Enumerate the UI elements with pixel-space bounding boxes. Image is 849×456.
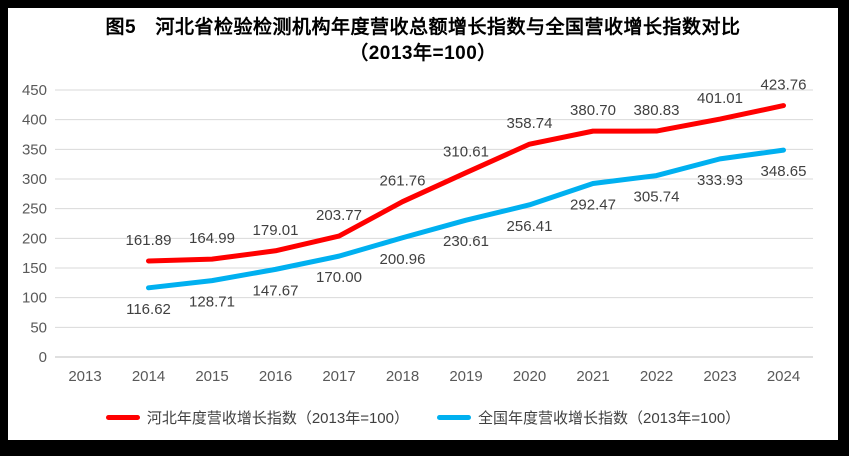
data-label: 161.89 — [126, 232, 172, 249]
data-label: 203.77 — [316, 207, 362, 224]
y-tick-label: 0 — [39, 349, 47, 366]
data-label: 256.41 — [507, 218, 553, 235]
legend: 河北年度营收增长指数（2013年=100） 全国年度营收增长指数（2013年=10… — [8, 407, 838, 428]
data-label: 170.00 — [316, 269, 362, 286]
data-label: 401.01 — [697, 90, 743, 107]
x-tick-label: 2023 — [703, 368, 736, 385]
legend-label: 河北年度营收增长指数（2013年=100） — [146, 410, 409, 427]
data-label: 380.70 — [570, 102, 616, 119]
legend-item-1: 全国年度营收增长指数（2013年=100） — [437, 407, 740, 428]
x-tick-label: 2022 — [640, 368, 673, 385]
data-label: 261.76 — [380, 173, 426, 190]
y-tick-label: 200 — [22, 230, 47, 247]
data-label: 380.83 — [634, 102, 680, 119]
x-tick-label: 2024 — [767, 368, 800, 385]
y-tick-label: 350 — [22, 141, 47, 158]
y-tick-label: 450 — [22, 82, 47, 99]
y-tick-label: 300 — [22, 171, 47, 188]
x-tick-label: 2018 — [386, 368, 419, 385]
y-tick-label: 50 — [30, 319, 47, 336]
data-label: 358.74 — [507, 115, 553, 132]
x-tick-label: 2017 — [322, 368, 355, 385]
x-tick-label: 2014 — [132, 368, 165, 385]
data-label: 200.96 — [380, 251, 426, 268]
data-label: 333.93 — [697, 172, 743, 189]
legend-line-swatch — [437, 415, 471, 420]
data-label: 128.71 — [189, 294, 235, 311]
data-label: 116.62 — [126, 301, 171, 318]
data-label: 164.99 — [189, 230, 235, 247]
y-tick-label: 150 — [22, 260, 47, 277]
x-tick-label: 2020 — [513, 368, 546, 385]
chart-title: 图5 河北省检验检测机构年度营收总额增长指数与全国营收增长指数对比 — [105, 17, 741, 38]
legend-item-0: 河北年度营收增长指数（2013年=100） — [105, 407, 409, 428]
x-tick-label: 2015 — [195, 368, 228, 385]
x-tick-label: 2021 — [576, 368, 609, 385]
data-label: 423.76 — [761, 77, 807, 94]
x-tick-label: 2016 — [259, 368, 292, 385]
data-label: 348.65 — [761, 163, 807, 180]
plot-area: 0 50 100 150 200 250 300 350 400 450 2013 2014 2015 2… — [22, 77, 813, 385]
y-tick-label: 400 — [22, 112, 47, 129]
series-line-0 — [146, 103, 786, 264]
data-label: 230.61 — [443, 233, 489, 250]
legend-label: 全国年度营收增长指数（2013年=100） — [478, 410, 741, 427]
chart-subtitle: （2013年=100） — [349, 43, 497, 64]
data-label: 179.01 — [253, 222, 299, 239]
y-tick-label: 250 — [22, 201, 47, 218]
data-label: 305.74 — [634, 189, 680, 206]
x-tick-label: 2013 — [68, 368, 101, 385]
data-label: 310.61 — [443, 144, 489, 161]
series-line-1 — [146, 147, 786, 291]
y-tick-label: 100 — [22, 290, 47, 307]
data-label: 147.67 — [253, 282, 299, 299]
legend-line-swatch — [105, 415, 140, 420]
x-tick-label: 2019 — [449, 368, 482, 385]
data-label: 292.47 — [570, 196, 616, 213]
chart-title-block: 图5 河北省检验检测机构年度营收总额增长指数与全国营收增长指数对比 （2013年… — [8, 15, 838, 67]
